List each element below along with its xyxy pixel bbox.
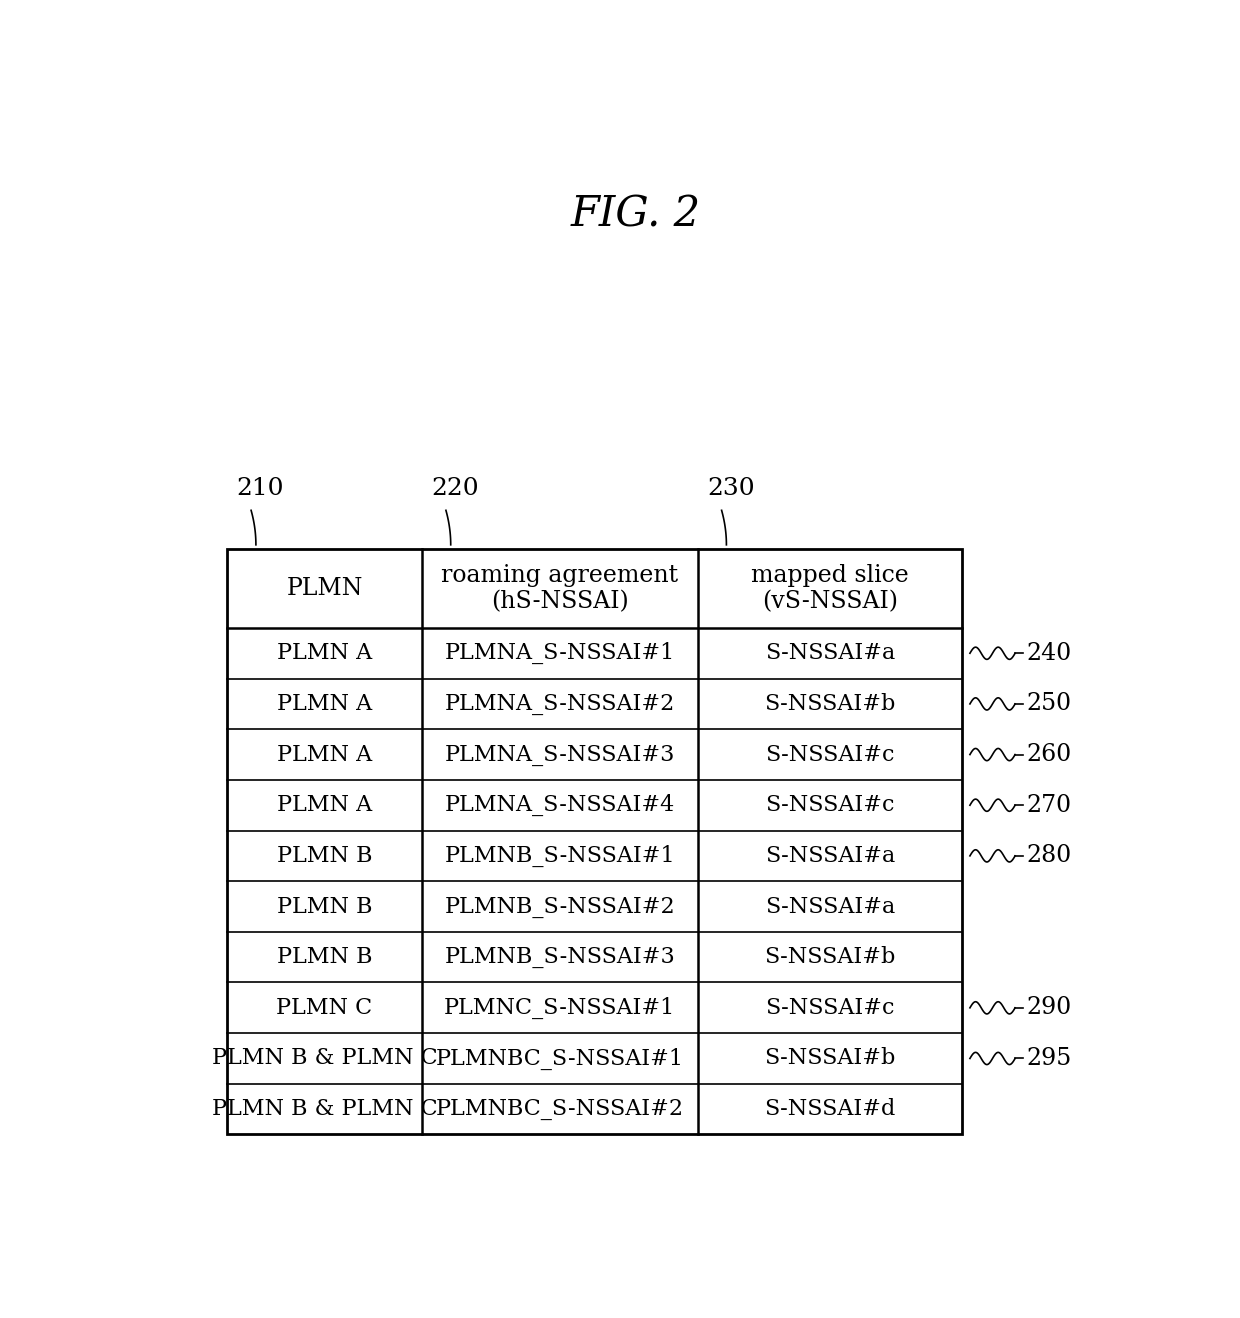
Text: PLMNB_S-NSSAI#2: PLMNB_S-NSSAI#2 <box>444 895 675 917</box>
Text: S-NSSAI#b: S-NSSAI#b <box>764 946 895 969</box>
Text: roaming agreement
(hS-NSSAI): roaming agreement (hS-NSSAI) <box>441 564 678 613</box>
Text: S-NSSAI#d: S-NSSAI#d <box>764 1098 895 1120</box>
Text: PLMN B: PLMN B <box>277 895 372 917</box>
Text: PLMNA_S-NSSAI#2: PLMNA_S-NSSAI#2 <box>445 693 675 714</box>
Text: PLMN: PLMN <box>286 577 362 600</box>
Text: PLMNBC_S-NSSAI#2: PLMNBC_S-NSSAI#2 <box>435 1098 683 1120</box>
Text: S-NSSAI#a: S-NSSAI#a <box>765 895 895 917</box>
Text: S-NSSAI#a: S-NSSAI#a <box>765 642 895 664</box>
Text: S-NSSAI#b: S-NSSAI#b <box>764 1048 895 1069</box>
Text: 270: 270 <box>1027 793 1071 817</box>
Text: PLMNC_S-NSSAI#1: PLMNC_S-NSSAI#1 <box>444 996 676 1019</box>
Text: 220: 220 <box>432 477 479 500</box>
Text: 230: 230 <box>707 477 755 500</box>
Text: 295: 295 <box>1027 1046 1071 1070</box>
Text: PLMNA_S-NSSAI#3: PLMNA_S-NSSAI#3 <box>445 743 675 766</box>
Text: PLMNA_S-NSSAI#1: PLMNA_S-NSSAI#1 <box>445 642 675 664</box>
Bar <box>227 548 962 1135</box>
Text: S-NSSAI#a: S-NSSAI#a <box>765 845 895 867</box>
Text: S-NSSAI#b: S-NSSAI#b <box>764 693 895 714</box>
Text: PLMN B: PLMN B <box>277 845 372 867</box>
Text: 240: 240 <box>1027 642 1071 664</box>
Text: 280: 280 <box>1027 845 1071 867</box>
Text: S-NSSAI#c: S-NSSAI#c <box>765 996 895 1019</box>
Text: PLMN B & PLMN C: PLMN B & PLMN C <box>212 1048 438 1069</box>
Text: 290: 290 <box>1027 996 1071 1019</box>
Text: PLMNA_S-NSSAI#4: PLMNA_S-NSSAI#4 <box>445 795 675 816</box>
Text: PLMN B: PLMN B <box>277 946 372 969</box>
Text: PLMN A: PLMN A <box>277 795 372 816</box>
Text: PLMN A: PLMN A <box>277 642 372 664</box>
Text: PLMN C: PLMN C <box>277 996 372 1019</box>
Text: 260: 260 <box>1027 743 1071 766</box>
Text: PLMN B & PLMN C: PLMN B & PLMN C <box>212 1098 438 1120</box>
Text: mapped slice
(vS-NSSAI): mapped slice (vS-NSSAI) <box>751 564 909 613</box>
Text: FIG. 2: FIG. 2 <box>570 194 701 236</box>
Text: PLMNB_S-NSSAI#1: PLMNB_S-NSSAI#1 <box>444 845 675 867</box>
Text: PLMNB_S-NSSAI#3: PLMNB_S-NSSAI#3 <box>444 946 675 969</box>
Text: 210: 210 <box>237 477 284 500</box>
Text: S-NSSAI#c: S-NSSAI#c <box>765 795 895 816</box>
Text: S-NSSAI#c: S-NSSAI#c <box>765 743 895 766</box>
Text: 250: 250 <box>1027 692 1071 716</box>
Text: PLMNBC_S-NSSAI#1: PLMNBC_S-NSSAI#1 <box>435 1048 683 1069</box>
Text: PLMN A: PLMN A <box>277 743 372 766</box>
Text: PLMN A: PLMN A <box>277 693 372 714</box>
